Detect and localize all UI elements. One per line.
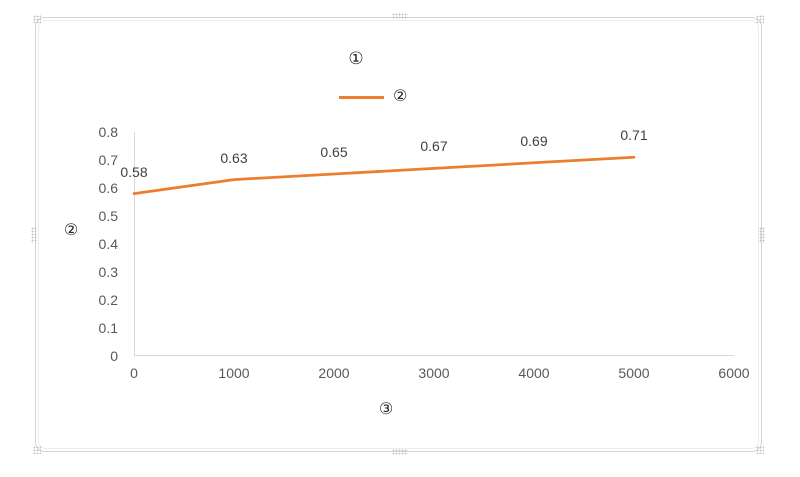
x-tick-label: 2000 xyxy=(318,365,350,381)
selection-handle-top[interactable] xyxy=(392,13,408,19)
plot-area xyxy=(132,132,734,356)
selection-handle-bottom[interactable] xyxy=(392,449,408,455)
selection-handle-bottom-right[interactable] xyxy=(756,446,764,454)
x-tick-label: 1000 xyxy=(218,365,250,381)
data-label: 0.67 xyxy=(420,138,448,155)
legend-line-swatch xyxy=(339,95,384,99)
legend-series-label: ② xyxy=(393,88,408,105)
y-tick-label: 0.6 xyxy=(98,180,118,196)
selection-handle-left[interactable] xyxy=(31,227,37,243)
data-label: 0.69 xyxy=(520,132,548,149)
y-tick-label: 0.3 xyxy=(98,264,118,280)
data-label: 0.65 xyxy=(320,144,348,160)
selection-handle-top-right[interactable] xyxy=(756,15,764,23)
y-tick-label: 0.4 xyxy=(98,236,118,252)
selection-handle-right[interactable] xyxy=(759,227,765,243)
x-tick-label: 5000 xyxy=(618,365,650,381)
data-label: 0.71 xyxy=(620,127,648,144)
y-tick-label: 0.2 xyxy=(98,292,118,308)
x-tick-label: 3000 xyxy=(418,365,450,381)
y-tick-label: 0.5 xyxy=(98,208,118,224)
x-tick-label: 4000 xyxy=(518,365,550,381)
x-axis-title[interactable]: ③ xyxy=(378,401,394,418)
y-tick-label: 0.1 xyxy=(98,320,118,336)
y-tick-label: 0 xyxy=(110,348,118,364)
chart-title[interactable]: ① xyxy=(348,49,364,68)
x-tick-label: 6000 xyxy=(718,365,750,381)
y-axis-title[interactable]: ② xyxy=(63,222,79,239)
selection-handle-top-left[interactable] xyxy=(33,15,41,23)
y-tick-label: 0.8 xyxy=(98,124,118,140)
x-tick-label: 0 xyxy=(130,365,138,381)
data-label: 0.63 xyxy=(220,149,248,166)
chart-frame[interactable]: ① ② ② ③ 0 0.1 0.2 0.3 0.4 0.5 0.6 0.7 0.8 0 1000 20… xyxy=(31,13,765,455)
series-line[interactable] xyxy=(132,155,636,195)
data-label: 0.58 xyxy=(120,163,148,180)
legend[interactable]: ② xyxy=(339,87,407,107)
y-tick-label: 0.7 xyxy=(98,152,118,168)
selection-handle-bottom-left[interactable] xyxy=(33,446,41,454)
